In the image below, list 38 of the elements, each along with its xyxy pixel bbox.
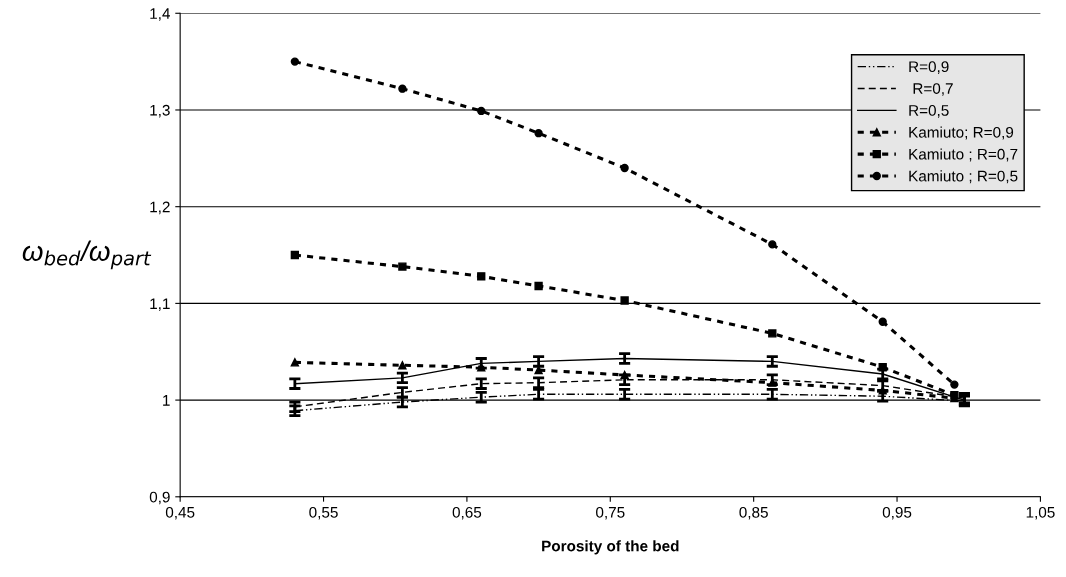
legend-label: R=0,7 [913,83,953,96]
point [398,84,407,93]
point [534,281,543,291]
y-tick-label: 0,9 [149,491,170,505]
point [477,106,486,116]
point [398,361,407,370]
point [878,363,887,372]
y-axis-title: ω$_{bed}$/ω$_{part}$ [22,240,152,270]
legend-label: R=0,5 [909,105,949,118]
x-tick-label: 0,75 [596,506,625,520]
x-tick-label: 0,55 [309,506,338,520]
legend-label: Kamiuto ; R=0,5 [909,170,1018,184]
point [290,57,300,66]
point [398,262,407,271]
point [290,358,300,367]
y-tick-label: 1,1 [150,298,170,311]
x-tick-label: 0,85 [739,506,768,520]
y-tick-label: 1,4 [150,8,170,21]
x-tick-label: 0,45 [165,506,195,520]
legend-label: Kamiuto ; R=0,7 [909,148,1018,162]
point [290,250,300,260]
x-axis-title: Porosity of the bed [542,540,679,555]
point [620,296,629,305]
point [950,380,959,389]
point [768,240,777,249]
point [878,317,887,326]
y-tick-label: 1 [163,395,170,406]
point [768,329,777,338]
legend-label: R=0,9 [909,61,949,74]
point [534,129,543,138]
y-tick-label: 1,2 [150,201,170,215]
x-tick-label: 1,05 [1026,506,1055,520]
legend-label: Kamiuto; R=0,9 [909,126,1014,140]
x-tick-label: 0,95 [882,506,912,520]
x-tick-label: 0,65 [452,506,482,520]
y-tick-label: 1,3 [150,104,170,118]
point [620,163,629,173]
point [477,272,486,281]
